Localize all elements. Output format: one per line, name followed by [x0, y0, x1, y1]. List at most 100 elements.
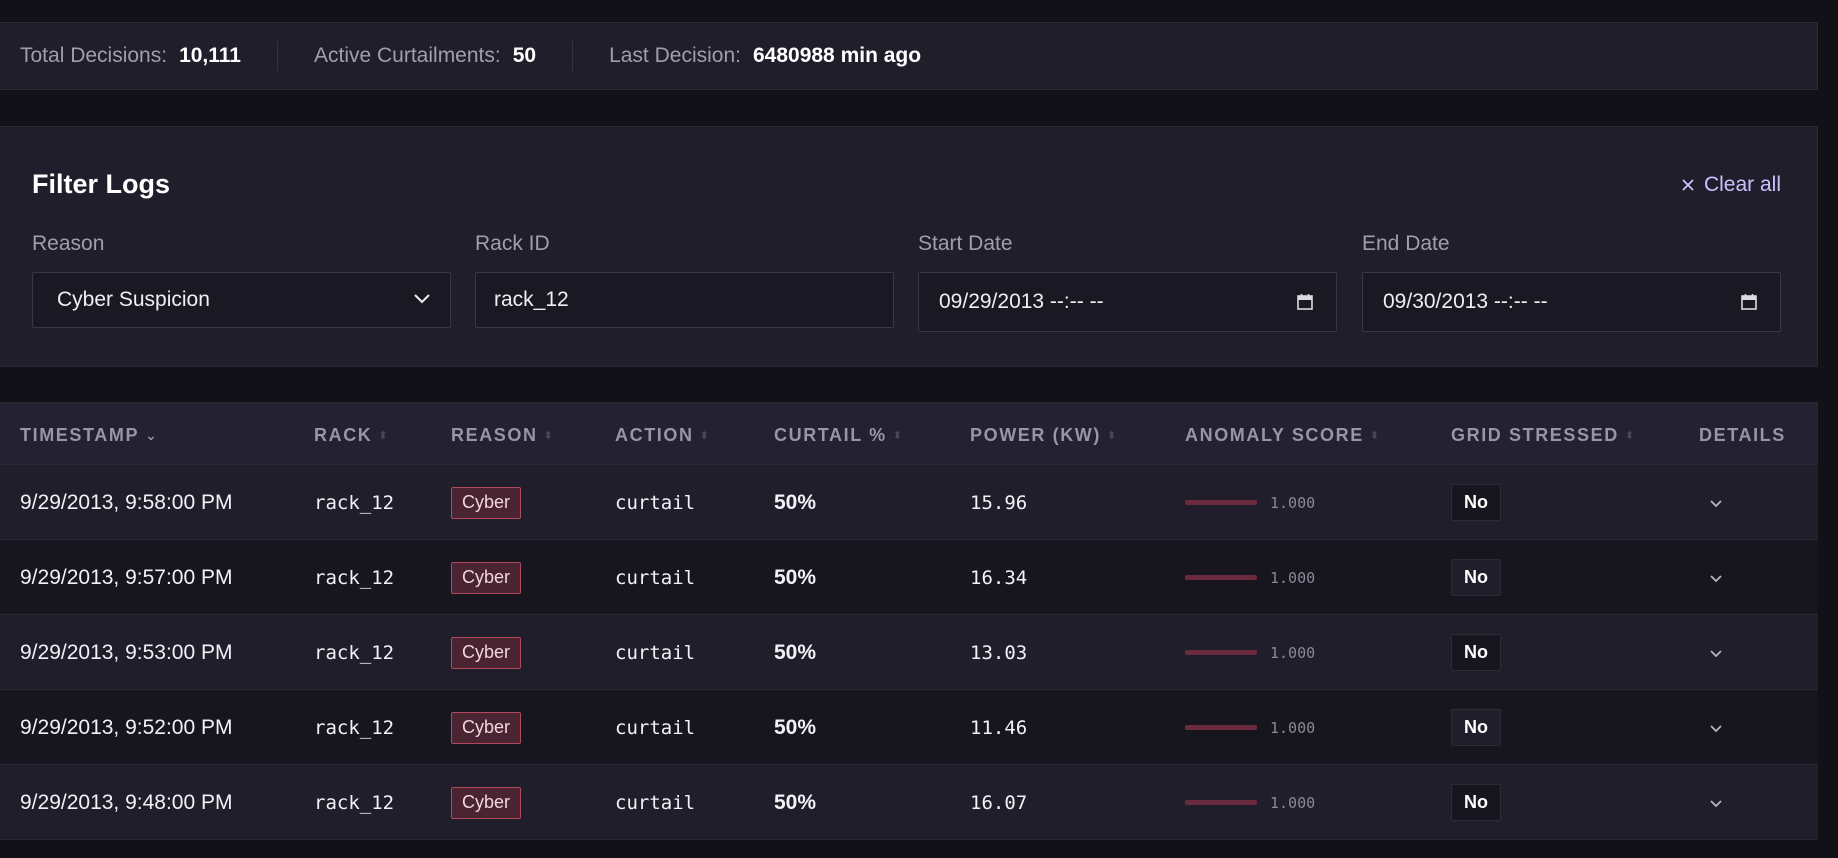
header-reason[interactable]: REASON ⬍ [451, 425, 553, 446]
table-row[interactable]: 9/29/2013, 9:58:00 PM rack_12 Cyber curt… [0, 465, 1818, 540]
stat-value: 6480988 min ago [752, 44, 922, 67]
header-label: POWER (KW) [970, 425, 1101, 445]
cell-grid: No [1451, 765, 1501, 840]
anomaly-bar-fill [1185, 500, 1257, 505]
stat-total-decisions: Total Decisions: 10,111 [20, 41, 277, 71]
sort-icon: ⬍ [699, 430, 709, 442]
anomaly-bar [1185, 650, 1257, 655]
header-label: CURTAIL % [774, 425, 887, 445]
anomaly-bar-fill [1185, 725, 1257, 730]
reason-select[interactable]: Cyber Suspicion [32, 272, 451, 328]
cell-reason: Cyber [451, 615, 522, 690]
header-power[interactable]: POWER (KW) ⬍ [970, 425, 1116, 446]
chevron-down-icon[interactable] [1706, 643, 1726, 663]
reason-label: Reason [32, 232, 105, 255]
anomaly-value: 1.000 [1270, 568, 1316, 587]
cell-details[interactable] [1706, 690, 1726, 765]
cell-details[interactable] [1706, 540, 1726, 615]
sort-icon: ⬍ [543, 430, 553, 442]
start-date-input[interactable]: 09/29/2013 --:-- -- [918, 272, 1337, 332]
header-label: ANOMALY SCORE [1185, 425, 1364, 445]
anomaly-value: 1.000 [1270, 643, 1316, 662]
stat-active-curtailments: Active Curtailments: 50 [276, 41, 572, 71]
cell-rack: rack_12 [314, 491, 395, 514]
table-row[interactable]: 9/29/2013, 9:53:00 PM rack_12 Cyber curt… [0, 615, 1818, 690]
sort-icon: ⬍ [892, 430, 902, 442]
cell-timestamp: 9/29/2013, 9:48:00 PM [20, 790, 233, 814]
header-action[interactable]: ACTION ⬍ [615, 425, 709, 446]
cell-timestamp: 9/29/2013, 9:57:00 PM [20, 565, 233, 589]
header-timestamp[interactable]: TIMESTAMP ⌄ [20, 425, 157, 446]
logs-table: TIMESTAMP ⌄ RACK ⬍ REASON ⬍ ACTION ⬍ CURTAIL… [0, 402, 1818, 840]
clear-all-button[interactable]: Clear all [1680, 173, 1781, 197]
start-date-value: 09/29/2013 --:-- -- [939, 290, 1104, 313]
rack-input-value: rack_12 [494, 288, 569, 311]
reason-badge: Cyber [451, 486, 522, 519]
chevron-down-icon[interactable] [1706, 568, 1726, 588]
stat-last-decision: Last Decision: 6480988 min ago [572, 41, 957, 71]
cell-reason: Cyber [451, 540, 522, 615]
rack-filter: Rack ID rack_12 [475, 232, 894, 328]
cell-power: 11.46 [970, 716, 1028, 739]
cell-power: 15.96 [970, 491, 1028, 514]
cell-action: curtail [615, 641, 696, 664]
cell-action: curtail [615, 716, 696, 739]
reason-filter: Reason Cyber Suspicion [32, 232, 451, 328]
cell-details[interactable] [1706, 615, 1726, 690]
header-label: GRID STRESSED [1451, 425, 1619, 445]
cell-curtail: 50% [774, 565, 817, 589]
reason-badge: Cyber [451, 711, 522, 744]
cell-grid: No [1451, 465, 1501, 540]
cell-action: curtail [615, 566, 696, 589]
cell-timestamp: 9/29/2013, 9:58:00 PM [20, 490, 233, 514]
table-row[interactable]: 9/29/2013, 9:48:00 PM rack_12 Cyber curt… [0, 765, 1818, 840]
cell-details[interactable] [1706, 765, 1726, 840]
end-date-input[interactable]: 09/30/2013 --:-- -- [1362, 272, 1781, 332]
grid-stressed-badge: No [1451, 634, 1501, 671]
cell-rack: rack_12 [314, 716, 395, 739]
header-label: REASON [451, 425, 538, 445]
clear-all-label: Clear all [1703, 173, 1781, 196]
chevron-down-icon[interactable] [1706, 793, 1726, 813]
cell-grid: No [1451, 540, 1501, 615]
end-date-value: 09/30/2013 --:-- -- [1383, 290, 1548, 313]
header-rack[interactable]: RACK ⬍ [314, 425, 388, 446]
chevron-down-icon[interactable] [1706, 718, 1726, 738]
rack-input[interactable]: rack_12 [475, 272, 894, 328]
reason-badge: Cyber [451, 786, 522, 819]
table-row[interactable]: 9/29/2013, 9:52:00 PM rack_12 Cyber curt… [0, 690, 1818, 765]
cell-details[interactable] [1706, 465, 1726, 540]
end-date-label: End Date [1362, 232, 1450, 255]
cell-grid: No [1451, 690, 1501, 765]
cell-reason: Cyber [451, 765, 522, 840]
anomaly-bar [1185, 800, 1257, 805]
anomaly-bar-fill [1185, 800, 1257, 805]
cell-power: 13.03 [970, 641, 1028, 664]
cell-anomaly: 1.000 [1185, 465, 1315, 540]
stat-value: 10,111 [179, 44, 241, 67]
header-anomaly[interactable]: ANOMALY SCORE ⬍ [1185, 425, 1379, 446]
cell-rack: rack_12 [314, 566, 395, 589]
header-curtail[interactable]: CURTAIL % ⬍ [774, 425, 902, 446]
stat-value: 50 [512, 44, 537, 67]
anomaly-bar [1185, 500, 1257, 505]
start-date-label: Start Date [918, 232, 1013, 255]
table-row[interactable]: 9/29/2013, 9:57:00 PM rack_12 Cyber curt… [0, 540, 1818, 615]
cell-action: curtail [615, 791, 696, 814]
anomaly-value: 1.000 [1270, 718, 1316, 737]
cell-power: 16.34 [970, 566, 1028, 589]
sort-desc-icon: ⌄ [145, 427, 157, 443]
cell-grid: No [1451, 615, 1501, 690]
header-grid[interactable]: GRID STRESSED ⬍ [1451, 425, 1634, 446]
sort-icon: ⬍ [378, 430, 388, 442]
grid-stressed-badge: No [1451, 559, 1501, 596]
chevron-down-icon[interactable] [1706, 493, 1726, 513]
header-label: RACK [314, 425, 373, 445]
anomaly-value: 1.000 [1270, 493, 1316, 512]
table-header: TIMESTAMP ⌄ RACK ⬍ REASON ⬍ ACTION ⬍ CURTAIL… [0, 402, 1818, 465]
cell-reason: Cyber [451, 465, 522, 540]
header-details: DETAILS [1699, 425, 1786, 446]
cell-rack: rack_12 [314, 641, 395, 664]
calendar-icon[interactable] [1296, 293, 1314, 311]
calendar-icon[interactable] [1740, 293, 1758, 311]
